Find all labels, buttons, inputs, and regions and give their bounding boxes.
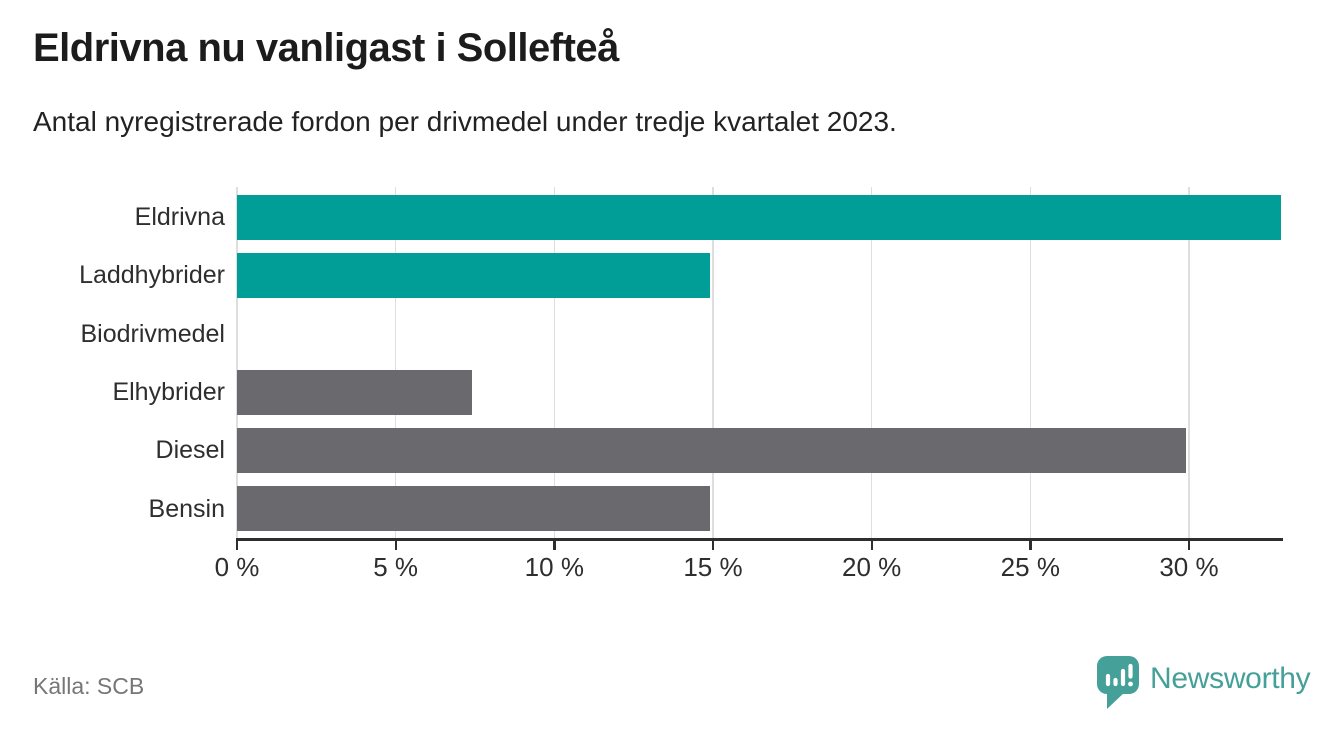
newsworthy-logo[interactable]: Newsworthy (1096, 655, 1311, 712)
gridline (553, 187, 556, 538)
chart-title: Eldrivna nu vanligast i Sollefteå (33, 26, 619, 70)
x-tick (553, 540, 556, 550)
category-label-elhybrider: Elhybrider (112, 378, 225, 406)
x-tick (870, 540, 873, 550)
gridline (870, 187, 873, 538)
x-tick (1029, 540, 1032, 550)
source-note: Källa: SCB (33, 673, 145, 699)
x-tick (394, 540, 397, 550)
newsworthy-bubble-icon (1097, 656, 1139, 709)
category-label-diesel: Diesel (155, 436, 225, 465)
category-label-laddhybrider: Laddhybrider (79, 261, 225, 290)
category-label-eldrivna: Eldrivna (134, 203, 225, 231)
x-tick-label: 10 % (524, 552, 584, 582)
x-tick-label: 5 % (373, 552, 419, 582)
x-tick-label: 20 % (842, 552, 902, 582)
x-tick-label: 30 % (1159, 552, 1219, 582)
x-tick (1187, 540, 1191, 550)
bar-laddhybrider (237, 253, 710, 298)
x-tick-label: 0 % (214, 552, 260, 582)
x-axis-line (236, 538, 1283, 541)
gridline (712, 187, 714, 538)
x-tick (236, 540, 239, 550)
gridline (1188, 187, 1190, 538)
category-label-bensin: Bensin (148, 494, 225, 523)
x-tick-label: 25 % (1000, 552, 1060, 582)
bar-bensin (237, 486, 710, 532)
x-tick (711, 540, 715, 550)
bar-elhybrider (237, 369, 472, 415)
chart-subtitle: Antal nyregistrerade fordon per drivmede… (33, 106, 897, 137)
gridline (394, 187, 397, 538)
gridline (236, 187, 238, 538)
brand-name: Newsworthy (1150, 662, 1311, 695)
gridline (1029, 187, 1032, 538)
bar-diesel (237, 428, 1186, 473)
bar-eldrivna (237, 194, 1281, 240)
category-label-biodrivmedel: Biodrivmedel (80, 319, 225, 348)
x-tick-label: 15 % (683, 552, 743, 582)
